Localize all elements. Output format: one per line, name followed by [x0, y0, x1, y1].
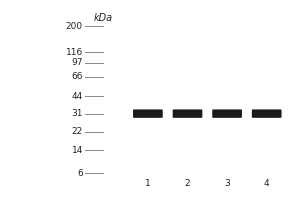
FancyBboxPatch shape: [173, 109, 202, 118]
Text: 1: 1: [145, 179, 151, 188]
FancyBboxPatch shape: [252, 109, 282, 118]
FancyBboxPatch shape: [212, 109, 242, 118]
Text: 14: 14: [71, 146, 83, 155]
Text: kDa: kDa: [94, 13, 113, 23]
Text: 116: 116: [66, 48, 83, 57]
Text: 4: 4: [264, 179, 269, 188]
Text: 44: 44: [72, 92, 83, 101]
Text: 66: 66: [71, 72, 83, 81]
Text: 2: 2: [185, 179, 190, 188]
Text: 200: 200: [66, 22, 83, 31]
Text: 3: 3: [224, 179, 230, 188]
Text: 97: 97: [71, 58, 83, 67]
Text: 22: 22: [72, 128, 83, 136]
Text: 6: 6: [77, 169, 83, 178]
FancyBboxPatch shape: [133, 109, 163, 118]
Text: 31: 31: [71, 109, 83, 118]
